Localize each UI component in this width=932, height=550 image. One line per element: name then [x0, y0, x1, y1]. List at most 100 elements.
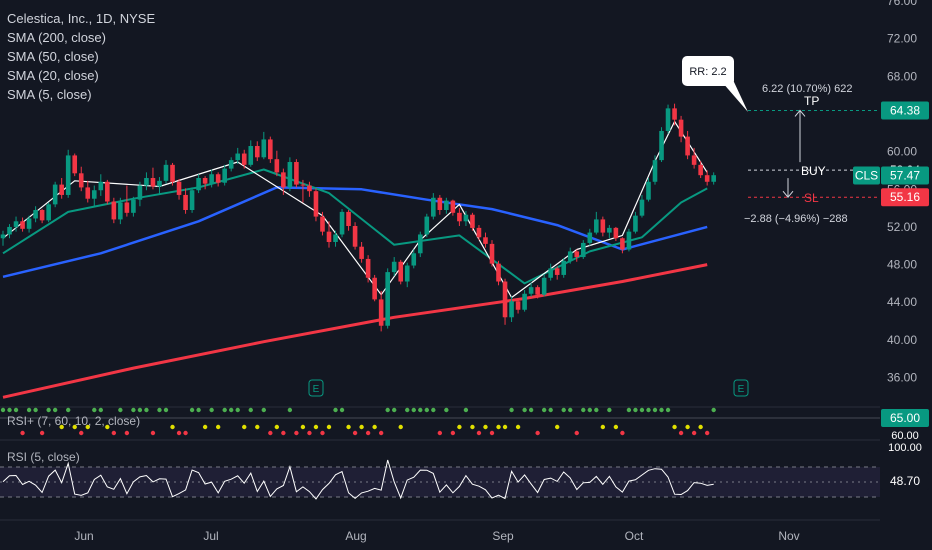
candle[interactable] — [196, 174, 201, 194]
candle[interactable] — [131, 196, 136, 217]
candle[interactable] — [359, 241, 364, 263]
candle[interactable] — [326, 221, 332, 248]
candle[interactable] — [215, 172, 221, 187]
candle[interactable] — [20, 217, 25, 232]
candle[interactable] — [124, 185, 130, 217]
chart-title[interactable]: Celestica, Inc., 1D, NYSE — [7, 11, 156, 26]
candle[interactable] — [574, 249, 580, 262]
candle[interactable] — [111, 197, 117, 224]
candle[interactable] — [144, 172, 149, 191]
candle[interactable] — [248, 140, 254, 167]
candle[interactable] — [639, 194, 645, 218]
rsi-plus-value-badge[interactable] — [881, 409, 929, 427]
candle[interactable] — [502, 278, 508, 325]
candle[interactable] — [339, 209, 345, 238]
candle[interactable] — [594, 211, 599, 235]
candle[interactable] — [398, 259, 404, 285]
candle[interactable] — [704, 170, 710, 186]
rsi-label[interactable]: RSI (5, close) — [7, 450, 80, 464]
candle[interactable] — [65, 149, 71, 198]
candle[interactable] — [437, 194, 443, 215]
candle[interactable] — [352, 222, 358, 250]
candle[interactable] — [509, 296, 514, 322]
candle[interactable] — [607, 225, 612, 239]
candle[interactable] — [496, 260, 501, 286]
candle[interactable] — [633, 211, 638, 234]
candle[interactable] — [52, 181, 58, 208]
candle[interactable] — [150, 167, 156, 190]
candle[interactable] — [489, 240, 495, 267]
candle[interactable] — [39, 209, 45, 224]
earnings-marker[interactable] — [308, 379, 324, 397]
candle[interactable] — [91, 185, 97, 208]
candle[interactable] — [476, 225, 482, 241]
candle[interactable] — [417, 231, 423, 258]
candle[interactable] — [98, 174, 104, 196]
candle[interactable] — [626, 228, 632, 252]
candle[interactable] — [431, 193, 436, 220]
candle[interactable] — [202, 176, 208, 190]
candle[interactable] — [189, 187, 195, 213]
candle[interactable] — [652, 155, 658, 185]
candle[interactable] — [711, 172, 716, 185]
overlay-sma-200[interactable]: SMA (200, close) — [7, 30, 106, 45]
candle[interactable] — [241, 149, 247, 169]
rsi-plus-label[interactable]: RSI+ (7, 60, 10, 2, close) — [7, 414, 141, 428]
candle[interactable] — [372, 274, 377, 302]
candle[interactable] — [463, 210, 469, 226]
candle[interactable] — [287, 157, 293, 192]
candle[interactable] — [85, 180, 91, 203]
candle[interactable] — [183, 188, 188, 214]
candle[interactable] — [33, 206, 38, 223]
candle[interactable] — [613, 226, 619, 242]
candle[interactable] — [483, 232, 488, 248]
candle[interactable] — [105, 179, 110, 205]
candle[interactable] — [587, 228, 593, 246]
candle[interactable] — [176, 178, 182, 200]
candle[interactable] — [378, 290, 384, 332]
candle[interactable] — [685, 130, 690, 160]
sl-price-badge[interactable] — [881, 188, 929, 207]
candle[interactable] — [567, 247, 573, 264]
symbol-badge[interactable] — [853, 166, 880, 185]
candle[interactable] — [698, 161, 703, 179]
candle[interactable] — [665, 104, 671, 134]
candle[interactable] — [300, 179, 306, 203]
candle[interactable] — [535, 285, 540, 299]
candle[interactable] — [470, 212, 475, 231]
candle[interactable] — [274, 150, 280, 177]
candle[interactable] — [307, 181, 312, 197]
candle[interactable] — [261, 131, 267, 160]
candle[interactable] — [391, 257, 397, 276]
candle[interactable] — [411, 249, 417, 269]
candle[interactable] — [646, 178, 651, 202]
candle[interactable] — [72, 153, 78, 177]
overlay-sma-20[interactable]: SMA (20, close) — [7, 68, 99, 83]
candle[interactable] — [515, 299, 521, 314]
candle[interactable] — [222, 164, 227, 186]
candle[interactable] — [561, 257, 567, 278]
candle[interactable] — [228, 157, 234, 172]
candle[interactable] — [678, 115, 684, 143]
candle[interactable] — [620, 237, 625, 254]
rr-callout[interactable] — [682, 56, 734, 86]
candle[interactable] — [163, 160, 169, 184]
candle[interactable] — [424, 213, 430, 238]
candle[interactable] — [118, 197, 123, 225]
candle[interactable] — [0, 230, 6, 246]
candle[interactable] — [444, 197, 449, 214]
candle[interactable] — [457, 208, 462, 226]
candle[interactable] — [385, 268, 390, 329]
candle[interactable] — [691, 147, 697, 169]
candle[interactable] — [346, 210, 351, 231]
candle[interactable] — [548, 263, 553, 281]
candle[interactable] — [365, 255, 371, 283]
candle[interactable] — [254, 141, 260, 162]
last-price-badge[interactable] — [881, 166, 929, 185]
candle[interactable] — [13, 216, 19, 232]
candle[interactable] — [320, 211, 325, 236]
candle[interactable] — [26, 215, 32, 233]
candle[interactable] — [281, 168, 286, 195]
candle[interactable] — [659, 127, 664, 163]
